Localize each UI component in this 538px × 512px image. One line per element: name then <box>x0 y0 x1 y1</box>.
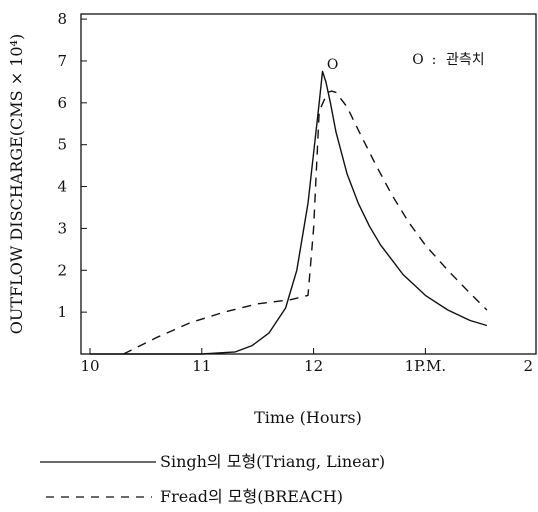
legend-label-singh: Singh의 모형(Triang, Linear) <box>160 452 385 471</box>
y-tick-label-0: 1 <box>57 303 67 321</box>
axis-ticks <box>81 18 426 354</box>
x-edge-label: 2 <box>523 357 533 375</box>
observed-point-marker: O <box>327 57 338 73</box>
y-tick-label-5: 6 <box>57 94 67 112</box>
x-tick-label-3: 1P.M. <box>405 357 447 375</box>
series-line-singh <box>90 70 488 355</box>
legend: Singh의 모형(Triang, Linear) Fread의 모형(BREA… <box>40 452 385 506</box>
legend-label-fread: Fread의 모형(BREACH) <box>160 487 343 506</box>
x-axis-title: Time (Hours) <box>254 408 362 427</box>
y-tick-label-6: 7 <box>57 52 67 70</box>
x-tick-label-1: 11 <box>192 357 211 375</box>
y-tick-label-7: 8 <box>57 10 67 28</box>
x-tick-label-0: 10 <box>80 357 99 375</box>
marker-legend-separator: : <box>432 52 437 68</box>
series-layer <box>90 70 488 355</box>
y-tick-label-2: 3 <box>57 219 67 237</box>
y-axis-title: OUTFLOW DISCHARGE(CMS × 10⁴) <box>7 34 26 334</box>
series-line-fread <box>123 90 488 355</box>
x-tick-label-2: 12 <box>304 357 323 375</box>
plot-frame <box>80 13 537 355</box>
y-tick-label-4: 5 <box>57 136 67 154</box>
marker-legend-label: 관측치 <box>446 52 485 68</box>
marker-legend-symbol: O <box>412 52 423 68</box>
y-tick-label-3: 4 <box>57 178 67 196</box>
y-tick-label-1: 2 <box>57 261 67 279</box>
